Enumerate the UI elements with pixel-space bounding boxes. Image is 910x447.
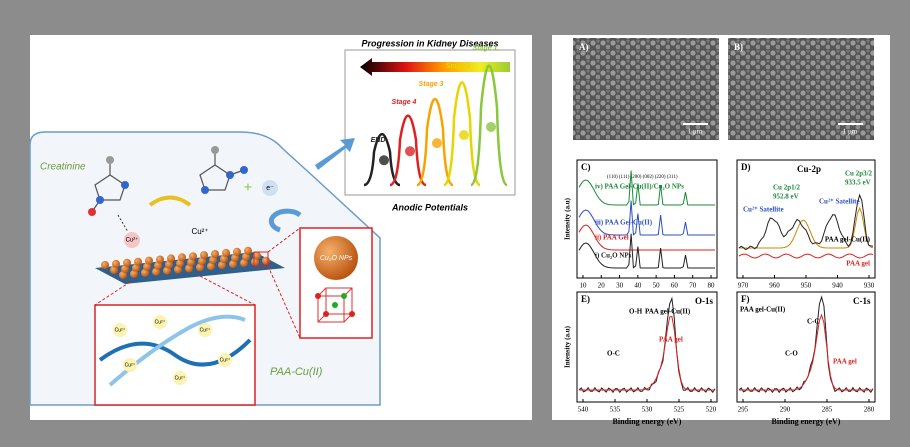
annotation: PAA gel [846,260,870,268]
peak-marker [432,138,442,148]
y-axis-label: Intensity (a.u) [564,325,572,368]
ion-label: Cu²⁺ [126,237,139,244]
nanoparticle [156,256,164,264]
nanoparticle [178,253,186,261]
annotation: PAA gel [833,358,857,366]
x-tick-label: 50 [653,282,661,290]
panel-tag: A) [579,42,589,52]
x-tick-label: 520 [706,406,717,414]
panel-tag: D) [741,162,751,172]
gel-label: PAA-Cu(II) [270,366,323,378]
x-tick-label: 530 [642,406,653,414]
x-tick-label: 540 [578,406,589,414]
panel-tag: B) [734,42,743,52]
x-tick-label: 20 [598,282,606,290]
x-tick-label: 950 [801,282,812,290]
stage-label: END [371,137,386,144]
stage-label: Stage 1 [473,45,498,52]
ion-label: Cu²⁺ [220,357,231,363]
x-tick-label: 290 [780,406,791,414]
stage-label: Stage 3 [419,81,444,88]
electron-label: e⁻ [266,185,274,192]
planes: (110) (111) (200) (002) (220) (311) [607,175,678,180]
annotation: PAA gel-Cu(II) [825,236,871,244]
x-axis-label: Binding energy (eV) [772,417,841,426]
annotation: PAA gel-Cu(II) [645,308,691,316]
x-tick-label: 285 [822,406,833,414]
annotation: ii) PAA Gel [595,234,629,242]
annotation: iii) PAA Gel-Cu(II) [595,219,653,227]
nanoparticle [167,254,175,262]
nanoparticle [101,261,109,269]
ion-label: Cu²⁺ [191,227,208,236]
nanoparticle [262,257,270,265]
plot-title: Cu-2p [797,164,821,174]
annotation: Cu 2p1/2 [773,184,801,192]
x-tick-label: 60 [671,282,679,290]
nanoparticle [112,260,120,268]
panel-tag: E) [581,294,590,304]
annotation: iv) PAA Gel-Cu(II)/Cu₂O NPs [595,183,684,191]
plot-title: C-1s [853,296,871,306]
x-tick-label: 960 [769,282,780,290]
nanoparticle [222,249,230,257]
x-tick-label: 940 [832,282,843,290]
x-tick-label: 80 [708,282,716,290]
annotation: 933.5 eV [845,179,871,187]
peak-marker [486,122,496,132]
plus: + [244,179,252,195]
annotation: C-O [785,350,798,358]
scale-label: 1 μm [688,128,703,136]
x-tick-label: 280 [864,406,875,414]
panel-tag: F) [741,294,750,304]
nanoparticle [244,247,252,255]
figure: Progression in Kidney Diseases ENDStage … [0,0,910,447]
progression-caption: Anodic Potentials [391,202,468,212]
panel-tag: C) [581,162,591,172]
nanoparticle [233,248,241,256]
ion-label: Cu²⁺ [115,327,126,333]
x-tick-label: 525 [674,406,685,414]
stage-label: Stage 2 [446,63,471,70]
x-axis-label: Binding energy (eV) [613,417,682,426]
nanoparticle [145,257,153,265]
nanoparticle [211,250,219,258]
ion-label: Cu²⁺ [125,362,136,368]
nanoparticle [134,258,142,266]
nanoparticle [123,259,131,267]
ion-label: Cu²⁺ [155,319,166,325]
x-tick-label: 30 [616,282,624,290]
ion-label: Cu²⁺ [200,327,211,333]
annotation: Cu²⁺ Satellite [743,206,784,214]
annotation: Cu²⁺ Satellite [819,198,860,206]
x-tick-label: 70 [689,282,697,290]
plot-title: O-1s [695,296,713,306]
y-axis-label: Intensity (a.u) [564,197,572,240]
nanoparticle [189,252,197,260]
peak-marker [379,155,389,165]
annotation: PAA gel-Cu(II) [740,306,786,314]
stage-label: Stage 4 [392,99,417,106]
annotation: O-H [629,308,643,316]
annotation: PAA gel [659,336,683,344]
annotation: Cu 2p3/2 [845,170,873,178]
peak-marker [405,146,415,156]
scale-label: 1 μm [843,128,858,136]
annotation: C-C [807,318,819,326]
annotation: O-C [607,350,620,358]
creatinine-label: Creatinine [40,162,86,173]
x-tick-label: 295 [738,406,749,414]
nanoparticle-label: Cu₂O NPs [320,255,353,262]
x-tick-label: 970 [738,282,749,290]
x-tick-label: 10 [580,282,588,290]
ion-label: Cu²⁺ [175,375,186,381]
nanoparticle [200,251,208,259]
annotation: 952.8 eV [773,193,799,201]
peak-marker [459,130,469,140]
x-tick-label: 930 [864,282,875,290]
x-tick-label: 535 [610,406,621,414]
x-tick-label: 40 [634,282,642,290]
annotation: i) Cu₂O NPs [595,252,632,260]
